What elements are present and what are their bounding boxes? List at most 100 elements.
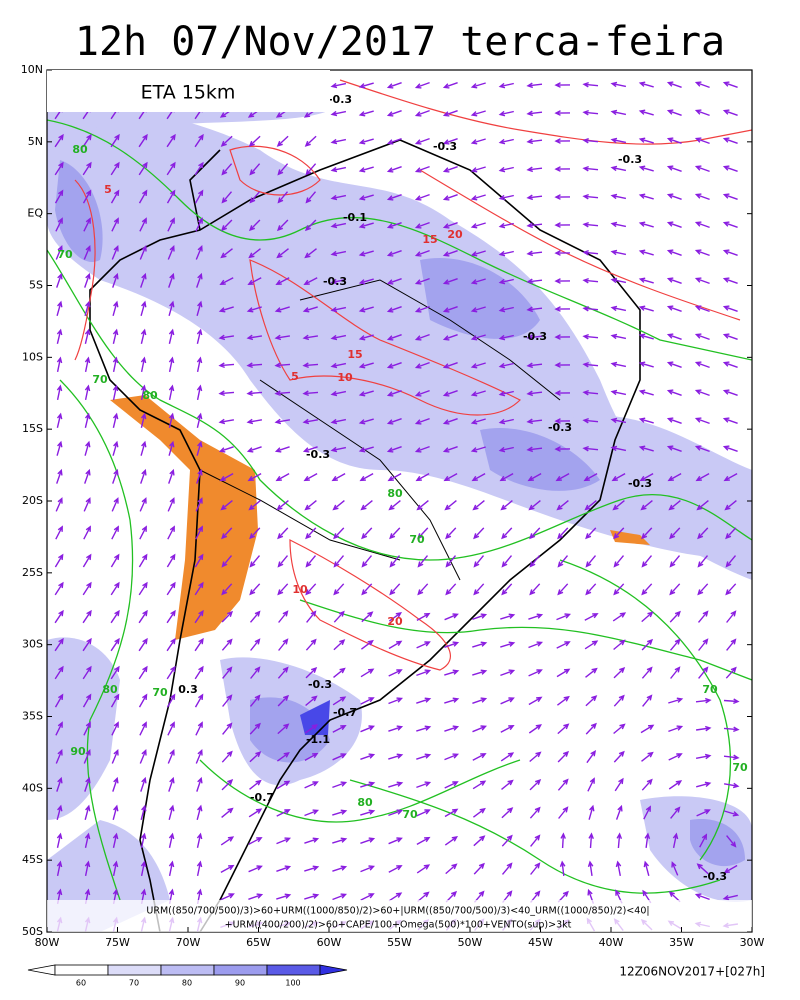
wind-arrow <box>276 809 291 817</box>
wind-arrow <box>640 500 653 511</box>
wind-arrow <box>501 834 513 847</box>
wind-arrow <box>358 390 374 397</box>
wind-arrow <box>638 305 654 312</box>
wind-arrow <box>388 809 404 817</box>
wind-arrow <box>694 305 710 313</box>
wind-arrow <box>110 189 120 204</box>
wind-arrow <box>277 583 289 596</box>
wind-arrow <box>167 749 175 764</box>
wind-arrow <box>668 697 684 704</box>
wind-arrow <box>168 384 175 401</box>
wind-arrow <box>556 641 571 649</box>
map-area: -0.3 5 80 70 -0.3 -0.3 -0.1 20 15 -0.3 -0.3 15 10 5 80… <box>47 70 752 932</box>
contour-label: -0.3 <box>548 421 572 434</box>
wind-arrow <box>442 82 458 89</box>
wind-arrow <box>470 446 486 453</box>
contour-label: 80 <box>72 143 88 156</box>
formula-line: URM((850/700/500)/3)>60+URM((1000/850)/2… <box>146 906 649 917</box>
wind-arrow <box>330 166 347 173</box>
wind-arrow <box>498 418 514 425</box>
colorbar-label: 100 <box>285 979 300 988</box>
wind-arrow <box>529 555 541 568</box>
wind-arrow <box>641 778 653 791</box>
wind-arrow <box>471 472 486 482</box>
wind-arrow <box>276 219 289 232</box>
wind-arrow <box>194 189 204 204</box>
wind-arrow <box>416 836 431 846</box>
wind-arrow <box>386 278 402 285</box>
wind-arrow <box>305 555 317 568</box>
wind-arrow <box>110 637 120 652</box>
wind-arrow <box>472 780 487 790</box>
cape-area <box>110 395 258 640</box>
wind-arrow <box>166 553 176 568</box>
contour-label: -0.3 <box>523 330 547 343</box>
wind-arrow <box>84 272 91 288</box>
wind-arrow <box>248 893 264 900</box>
wind-arrow <box>610 417 627 424</box>
wind-arrow <box>585 695 598 707</box>
title: 12h 07/Nov/2017 terca-feira <box>75 19 725 65</box>
wind-arrow <box>671 861 679 876</box>
wind-arrow <box>415 472 430 482</box>
wind-arrow <box>138 609 148 624</box>
wind-arrow <box>554 166 571 172</box>
wind-arrow <box>695 753 712 760</box>
wind-arrow <box>304 500 317 511</box>
wind-arrow <box>360 639 374 650</box>
wind-arrow <box>82 553 92 568</box>
wind-arrow <box>330 390 347 397</box>
wind-arrow <box>250 638 261 651</box>
wind-arrow <box>54 133 64 148</box>
wind-arrow <box>585 555 597 568</box>
wind-arrow <box>498 362 514 369</box>
wind-arrow <box>360 809 376 816</box>
wind-arrow <box>82 133 92 148</box>
wind-arrow <box>111 244 119 260</box>
wind-arrow <box>559 860 566 876</box>
wind-arrow <box>470 166 486 173</box>
wind-arrow <box>56 356 63 373</box>
wind-arrow <box>84 328 91 344</box>
wind-arrow <box>360 753 376 760</box>
wind-arrow <box>54 693 64 708</box>
wind-arrow <box>168 440 175 456</box>
wind-arrow <box>111 721 119 736</box>
wind-arrow <box>82 637 92 652</box>
wind-arrow <box>610 193 627 200</box>
wind-arrow <box>582 277 599 284</box>
colorbar: 60 70 80 90 100 <box>27 964 348 988</box>
wind-arrow <box>167 525 175 540</box>
contour-label: 10 <box>292 583 308 596</box>
wind-arrow <box>302 334 319 341</box>
wind-arrow <box>416 641 431 649</box>
contour-label: 80 <box>102 683 118 696</box>
wind-arrow <box>444 669 460 676</box>
wind-arrow <box>140 300 147 316</box>
wind-arrow <box>473 862 485 875</box>
wind-arrow <box>112 860 119 877</box>
wind-arrow <box>274 306 290 313</box>
wind-arrow <box>414 389 430 397</box>
wind-arrow <box>472 807 486 818</box>
wind-arrow <box>472 725 487 733</box>
wind-arrow <box>470 194 486 201</box>
wind-arrow <box>330 334 347 341</box>
wind-arrow <box>472 753 487 761</box>
wind-arrow <box>219 277 234 286</box>
wind-arrow <box>194 637 204 652</box>
wind-arrow <box>274 446 290 453</box>
wind-arrow <box>246 446 262 453</box>
wind-arrow <box>361 611 374 623</box>
wind-arrow <box>587 860 594 877</box>
wind-arrow <box>556 613 571 621</box>
wind-arrow <box>723 782 740 789</box>
wind-arrow <box>304 752 319 762</box>
wind-arrow <box>386 250 402 257</box>
contour-label: 15 <box>347 348 362 361</box>
wind-arrow <box>414 249 430 257</box>
lat-label: 5S <box>29 279 43 292</box>
wind-arrow <box>388 837 403 845</box>
wind-arrow <box>582 193 599 200</box>
wind-arrow <box>358 222 374 229</box>
